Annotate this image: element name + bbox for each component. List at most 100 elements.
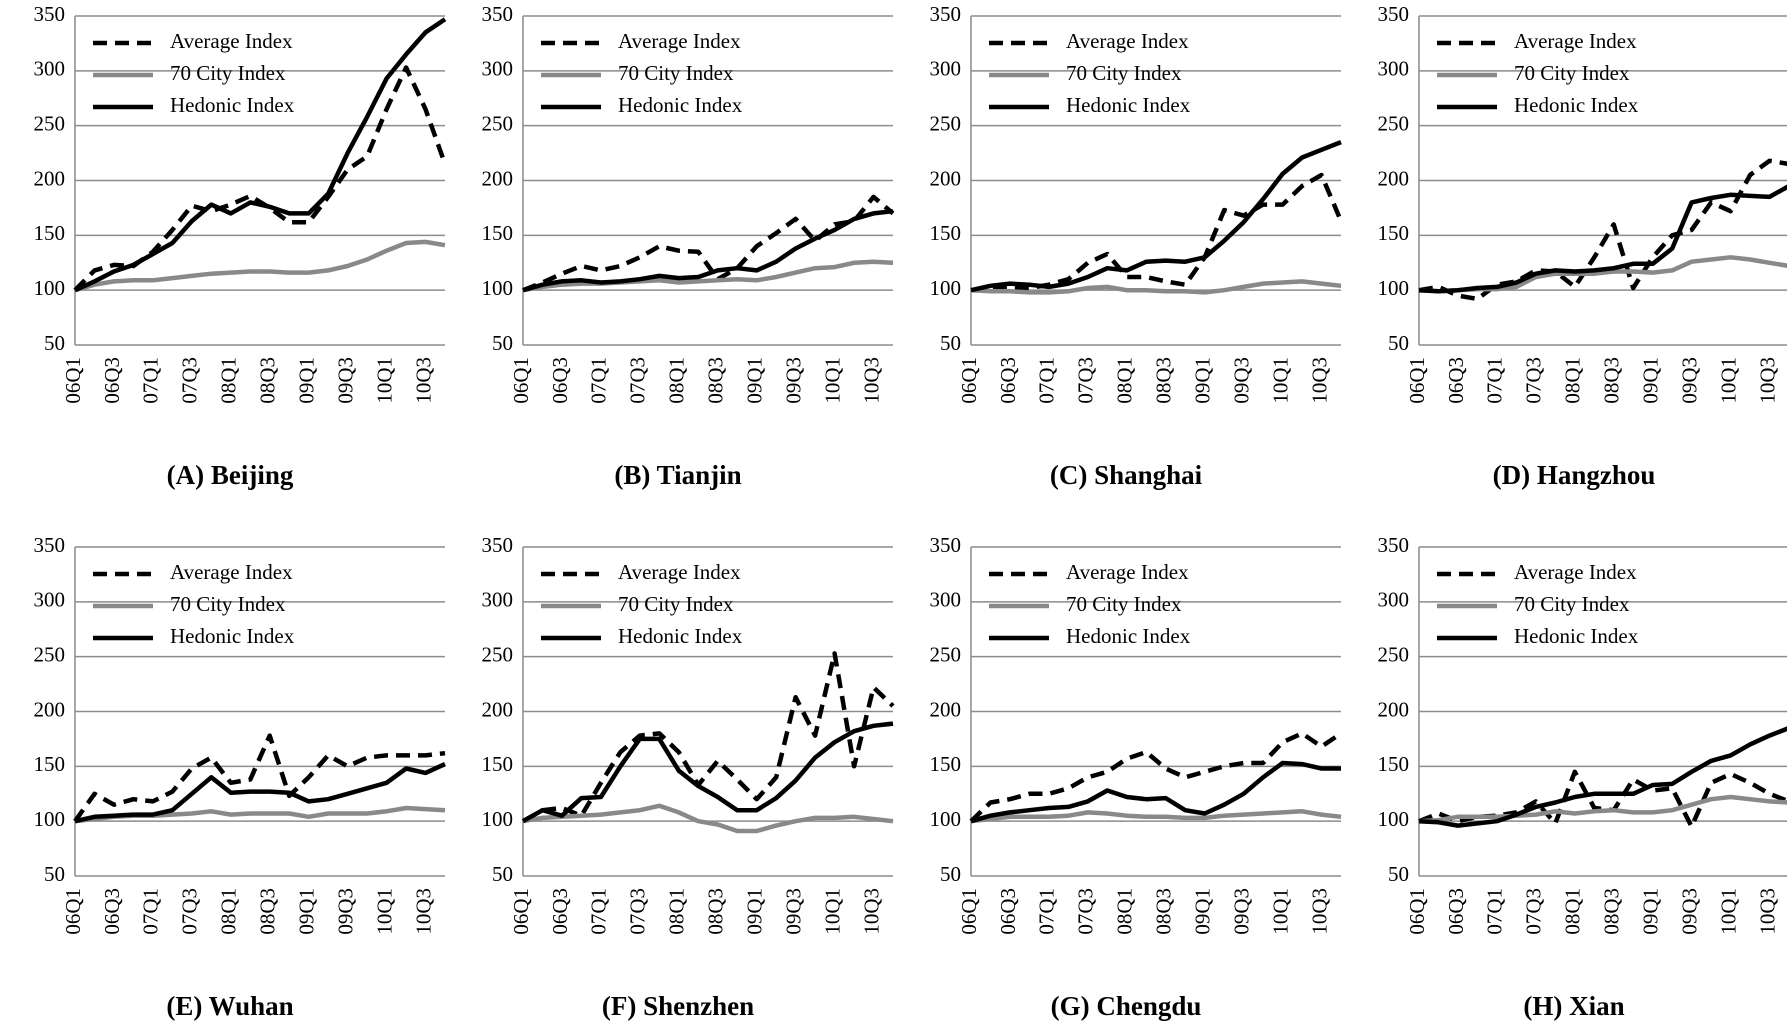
x-tick-label: 07Q3 (178, 357, 202, 404)
x-tick-label: 10Q1 (1716, 888, 1740, 935)
y-tick-label: 150 (34, 221, 66, 245)
x-tick-label: 09Q1 (1190, 357, 1214, 404)
x-tick-label: 06Q1 (957, 888, 981, 935)
x-tick-label: 09Q1 (294, 357, 318, 404)
legend-label: Hedonic Index (170, 93, 295, 117)
legend-label: Hedonic Index (1066, 624, 1191, 648)
x-tick-label: 10Q1 (820, 357, 844, 404)
y-tick-label: 150 (482, 221, 514, 245)
y-tick-label: 350 (1378, 533, 1410, 557)
x-tick-label: 09Q1 (742, 357, 766, 404)
x-tick-label: 08Q1 (665, 357, 689, 404)
series-line (522, 259, 894, 293)
x-tick-label: 08Q3 (704, 888, 728, 935)
legend-label: Average Index (1514, 29, 1637, 53)
x-tick-label: 10Q3 (1755, 888, 1779, 935)
legend-label: 70 City Index (170, 592, 286, 616)
x-tick-label: 07Q3 (626, 888, 650, 935)
series-line (74, 239, 446, 293)
x-tick-label: 07Q3 (1074, 888, 1098, 935)
y-tick-label: 250 (34, 111, 66, 135)
y-tick-label: 100 (930, 807, 962, 831)
x-tick-label: 10Q1 (372, 888, 396, 935)
x-tick-label: 09Q3 (781, 888, 805, 935)
y-tick-label: 50 (44, 862, 65, 886)
chart-title: (H) Xian (1523, 991, 1624, 1021)
y-tick-label: 50 (1388, 331, 1409, 355)
x-tick-label: 06Q3 (1444, 357, 1468, 404)
y-tick-label: 150 (1378, 221, 1410, 245)
x-tick-label: 09Q3 (333, 888, 357, 935)
series-line (970, 809, 1342, 824)
x-tick-label: 06Q3 (548, 357, 572, 404)
x-tick-label: 06Q1 (1405, 888, 1429, 935)
x-tick-label: 06Q3 (1444, 888, 1468, 935)
x-tick-label: 07Q1 (1483, 357, 1507, 404)
chart-title: (F) Shenzhen (602, 991, 754, 1021)
x-tick-label: 09Q1 (1190, 888, 1214, 935)
y-tick-label: 300 (482, 588, 514, 612)
x-tick-label: 08Q3 (1600, 357, 1624, 404)
y-tick-label: 150 (930, 752, 962, 776)
x-tick-label: 07Q1 (139, 357, 163, 404)
x-tick-label: 08Q3 (1600, 888, 1624, 935)
x-tick-label: 07Q3 (1522, 888, 1546, 935)
series-line (1418, 184, 1787, 294)
legend-label: Hedonic Index (1514, 624, 1639, 648)
x-tick-label: 09Q3 (1229, 357, 1253, 404)
y-tick-label: 300 (34, 57, 66, 81)
x-tick-label: 08Q1 (1113, 357, 1137, 404)
y-tick-label: 300 (930, 588, 962, 612)
x-tick-label: 07Q1 (587, 888, 611, 935)
series-line (970, 279, 1342, 295)
series-line (522, 194, 895, 293)
x-tick-label: 09Q1 (1638, 357, 1662, 404)
legend-label: 70 City Index (1066, 592, 1182, 616)
y-tick-label: 300 (34, 588, 66, 612)
x-tick-label: 10Q3 (411, 888, 435, 935)
x-tick-label: 09Q3 (1229, 888, 1253, 935)
legend-label: Hedonic Index (1514, 93, 1639, 117)
x-tick-label: 07Q1 (1035, 888, 1059, 935)
x-tick-label: 09Q1 (742, 888, 766, 935)
x-tick-label: 07Q3 (178, 888, 202, 935)
x-tick-label: 08Q1 (1561, 357, 1585, 404)
y-tick-label: 100 (34, 807, 66, 831)
y-tick-label: 250 (1378, 111, 1410, 135)
y-tick-label: 300 (1378, 588, 1410, 612)
x-tick-label: 10Q3 (859, 888, 883, 935)
y-tick-label: 50 (940, 862, 961, 886)
y-tick-label: 200 (930, 166, 962, 190)
x-tick-label: 07Q3 (1074, 357, 1098, 404)
legend-label: 70 City Index (170, 61, 286, 85)
y-tick-label: 300 (930, 57, 962, 81)
legend-label: Average Index (1514, 560, 1637, 584)
x-tick-label: 07Q1 (1035, 357, 1059, 404)
series-line (74, 17, 447, 293)
y-tick-label: 250 (930, 111, 962, 135)
y-tick-label: 50 (492, 331, 513, 355)
y-tick-label: 300 (1378, 57, 1410, 81)
y-tick-label: 100 (1378, 276, 1410, 300)
series-line (970, 172, 1344, 293)
legend-label: Average Index (618, 560, 741, 584)
x-tick-label: 06Q1 (957, 357, 981, 404)
y-tick-label: 200 (1378, 697, 1410, 721)
y-tick-label: 50 (940, 331, 961, 355)
x-tick-label: 10Q3 (1755, 357, 1779, 404)
x-tick-label: 08Q3 (704, 357, 728, 404)
y-tick-label: 100 (482, 807, 514, 831)
legend-label: Hedonic Index (1066, 93, 1191, 117)
y-tick-label: 350 (1378, 2, 1410, 26)
y-tick-label: 250 (1378, 642, 1410, 666)
x-tick-label: 08Q3 (1152, 888, 1176, 935)
legend-label: Hedonic Index (618, 624, 743, 648)
x-tick-label: 08Q3 (1152, 357, 1176, 404)
series-line (521, 721, 894, 824)
x-tick-label: 09Q3 (333, 357, 357, 404)
x-tick-label: 08Q1 (1561, 888, 1585, 935)
x-tick-label: 10Q3 (1307, 888, 1331, 935)
y-tick-label: 200 (482, 697, 514, 721)
y-tick-label: 350 (34, 2, 66, 26)
x-tick-label: 07Q1 (139, 888, 163, 935)
